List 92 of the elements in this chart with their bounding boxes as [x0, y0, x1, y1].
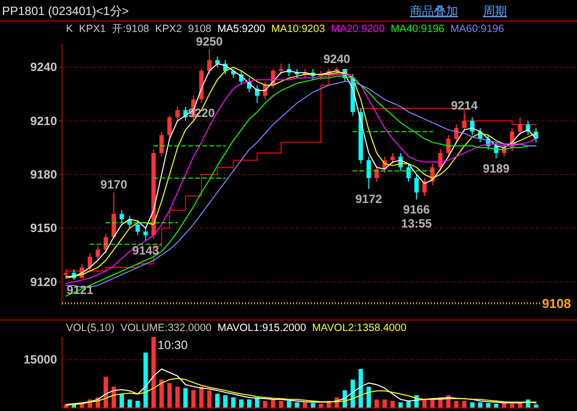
bar: [278, 400, 284, 408]
bar: [183, 388, 188, 408]
candlestick: [112, 192, 116, 240]
candlestick: [366, 156, 371, 190]
candlestick: [104, 232, 108, 254]
annotation: 9240: [324, 52, 351, 66]
text: KPX2: [155, 23, 182, 35]
bar: [494, 404, 498, 408]
annotation: 9170: [100, 177, 128, 192]
bar: [462, 400, 467, 408]
bar: [374, 399, 379, 408]
bar: [239, 399, 244, 408]
y-tick-label: 9240: [30, 60, 58, 74]
text: K: [66, 23, 74, 35]
bar: [398, 402, 403, 408]
candlestick: [254, 84, 260, 104]
bar: [112, 386, 116, 408]
candlestick: [374, 165, 379, 182]
candlestick: [438, 148, 443, 172]
candlestick: [96, 246, 100, 261]
annotation: 9166: [403, 202, 430, 217]
bar: [135, 400, 140, 408]
bar: [128, 399, 132, 408]
chart-title: PP1801 (023401)<1分>: [2, 4, 129, 18]
bar: [104, 376, 108, 408]
text: 9108: [188, 23, 212, 35]
chart-title: VOL(5,10): [66, 322, 114, 334]
candlestick: [470, 116, 474, 136]
bar: [350, 380, 355, 408]
annotation: 13:55: [401, 216, 432, 231]
bar: [478, 402, 482, 408]
bar: [470, 402, 474, 408]
bar: [207, 390, 212, 408]
bar: [454, 400, 459, 408]
text: 商品叠加: [410, 4, 458, 18]
candlestick: [135, 220, 140, 236]
bar: [223, 395, 228, 408]
bar: [215, 394, 220, 408]
bar: [510, 404, 514, 408]
bar: [247, 399, 252, 408]
candlestick: [215, 56, 220, 68]
candlestick: [414, 174, 419, 200]
bar: [382, 399, 387, 408]
bar: [167, 383, 172, 408]
text: MAVOL2:1358.4000: [312, 322, 407, 334]
bar: [318, 404, 324, 408]
text: MA5:9200: [217, 23, 266, 35]
candlestick: [159, 131, 164, 158]
candlestick: [446, 134, 451, 158]
candlestick: [462, 113, 467, 132]
y-tick-label: 9180: [30, 168, 58, 182]
candlestick: [454, 124, 459, 143]
text: 开:9108: [112, 23, 150, 35]
text: MA20:9200: [330, 23, 385, 35]
text: MA60:9196: [450, 23, 504, 35]
bar: [120, 394, 124, 408]
candlestick: [175, 106, 180, 122]
text: VOLUME:332.0000: [120, 322, 212, 334]
bar: [143, 352, 148, 408]
bar: [270, 399, 276, 408]
annotation: 10:30: [158, 338, 188, 352]
bar: [358, 368, 363, 408]
bar: [159, 380, 164, 408]
y-tick-label: 9210: [30, 114, 58, 128]
annotation: 9214: [450, 98, 478, 113]
y-tick-label: 9150: [30, 221, 58, 236]
bar: [390, 400, 395, 408]
candlestick: [120, 210, 124, 224]
bar: [486, 403, 490, 408]
annotation: 9250: [196, 34, 224, 48]
candlestick: [278, 63, 284, 75]
candlestick: [143, 228, 148, 242]
bar: [175, 386, 180, 408]
annotation: 9172: [355, 192, 382, 206]
text: MA10:9203: [271, 23, 326, 35]
bar: [262, 400, 268, 408]
bar: [199, 386, 204, 408]
bar: [151, 337, 156, 408]
annotation: 9189: [482, 161, 510, 176]
text: MAVOL1:915.2000: [218, 322, 306, 334]
ref-line-label: 9108: [542, 296, 571, 312]
text: 15000: [24, 352, 58, 367]
text: KPX1: [79, 23, 106, 35]
text: 周期: [483, 4, 507, 18]
text: MA40:9196: [390, 23, 445, 35]
candlestick: [390, 152, 395, 164]
bar: [231, 397, 236, 408]
candlestick: [207, 48, 212, 75]
y-tick-label: 9120: [30, 274, 58, 289]
candlestick: [518, 116, 522, 136]
bar: [366, 386, 371, 408]
candlestick: [88, 252, 92, 272]
